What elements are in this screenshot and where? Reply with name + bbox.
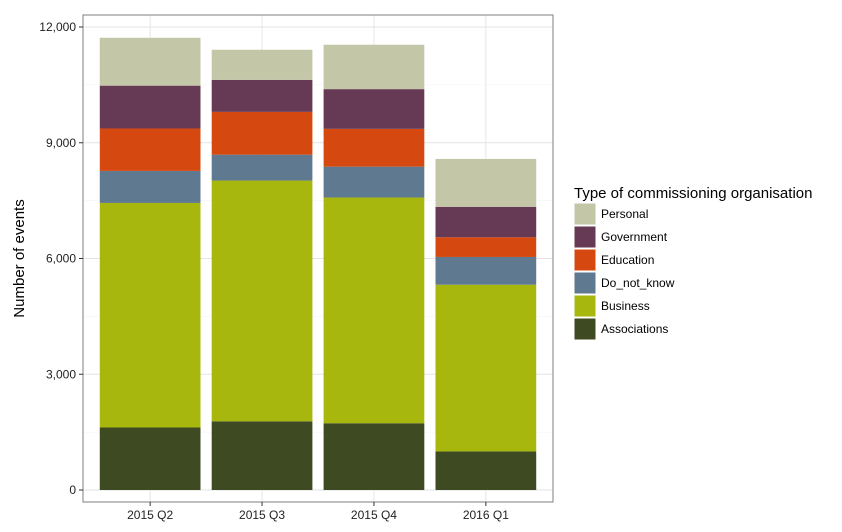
bar-do-not-know-2015-q2 (99, 170, 201, 203)
bar-personal-2015-q3 (211, 49, 313, 80)
legend-key-associations (573, 317, 597, 341)
bar-government-2015-q4 (323, 89, 425, 129)
legend-label-personal: Personal (601, 207, 648, 221)
legend-key-do-not-know (573, 271, 597, 295)
bar-personal-2016-q1 (435, 158, 537, 207)
bar-education-2015-q3 (211, 111, 313, 155)
bar-government-2016-q1 (435, 206, 537, 238)
legend-label-education: Education (601, 253, 654, 267)
legend-key-business (573, 294, 597, 318)
bar-business-2016-q1 (435, 284, 537, 452)
bar-do-not-know-2015-q4 (323, 166, 425, 198)
y-tick-label: 6,000 (46, 252, 76, 266)
legend-title: Type of commissioning organisation (574, 185, 812, 202)
legend-label-government: Government (601, 230, 668, 244)
bar-associations-2016-q1 (435, 451, 537, 490)
bar-personal-2015-q2 (99, 37, 201, 86)
legend-label-business: Business (601, 299, 650, 313)
y-tick-label: 0 (69, 483, 76, 497)
y-axis-title: Number of events (11, 199, 28, 317)
bar-government-2015-q3 (211, 79, 313, 112)
x-tick-label: 2015 Q2 (127, 508, 173, 522)
bar-do-not-know-2016-q1 (435, 256, 537, 285)
y-tick-label: 9,000 (46, 136, 76, 150)
y-tick-label: 12,000 (39, 20, 76, 34)
bar-education-2015-q4 (323, 128, 425, 167)
bar-business-2015-q2 (99, 202, 201, 428)
bar-education-2016-q1 (435, 237, 537, 257)
bar-business-2015-q4 (323, 197, 425, 424)
bar-do-not-know-2015-q3 (211, 154, 313, 181)
bar-associations-2015-q3 (211, 421, 313, 490)
bar-associations-2015-q2 (99, 427, 201, 490)
legend-label-do-not-know: Do_not_know (601, 276, 675, 290)
legend-key-education (573, 248, 597, 272)
bar-associations-2015-q4 (323, 423, 425, 490)
legend-key-government (573, 225, 597, 249)
bar-business-2015-q3 (211, 180, 313, 422)
y-tick-label: 3,000 (46, 367, 76, 381)
legend-label-associations: Associations (601, 322, 668, 336)
bar-government-2015-q2 (99, 85, 201, 129)
legend-key-personal (573, 202, 597, 226)
x-tick-label: 2016 Q1 (463, 508, 509, 522)
bar-education-2015-q2 (99, 128, 201, 171)
bar-personal-2015-q4 (323, 44, 425, 90)
x-tick-label: 2015 Q3 (239, 508, 285, 522)
x-tick-label: 2015 Q4 (351, 508, 397, 522)
